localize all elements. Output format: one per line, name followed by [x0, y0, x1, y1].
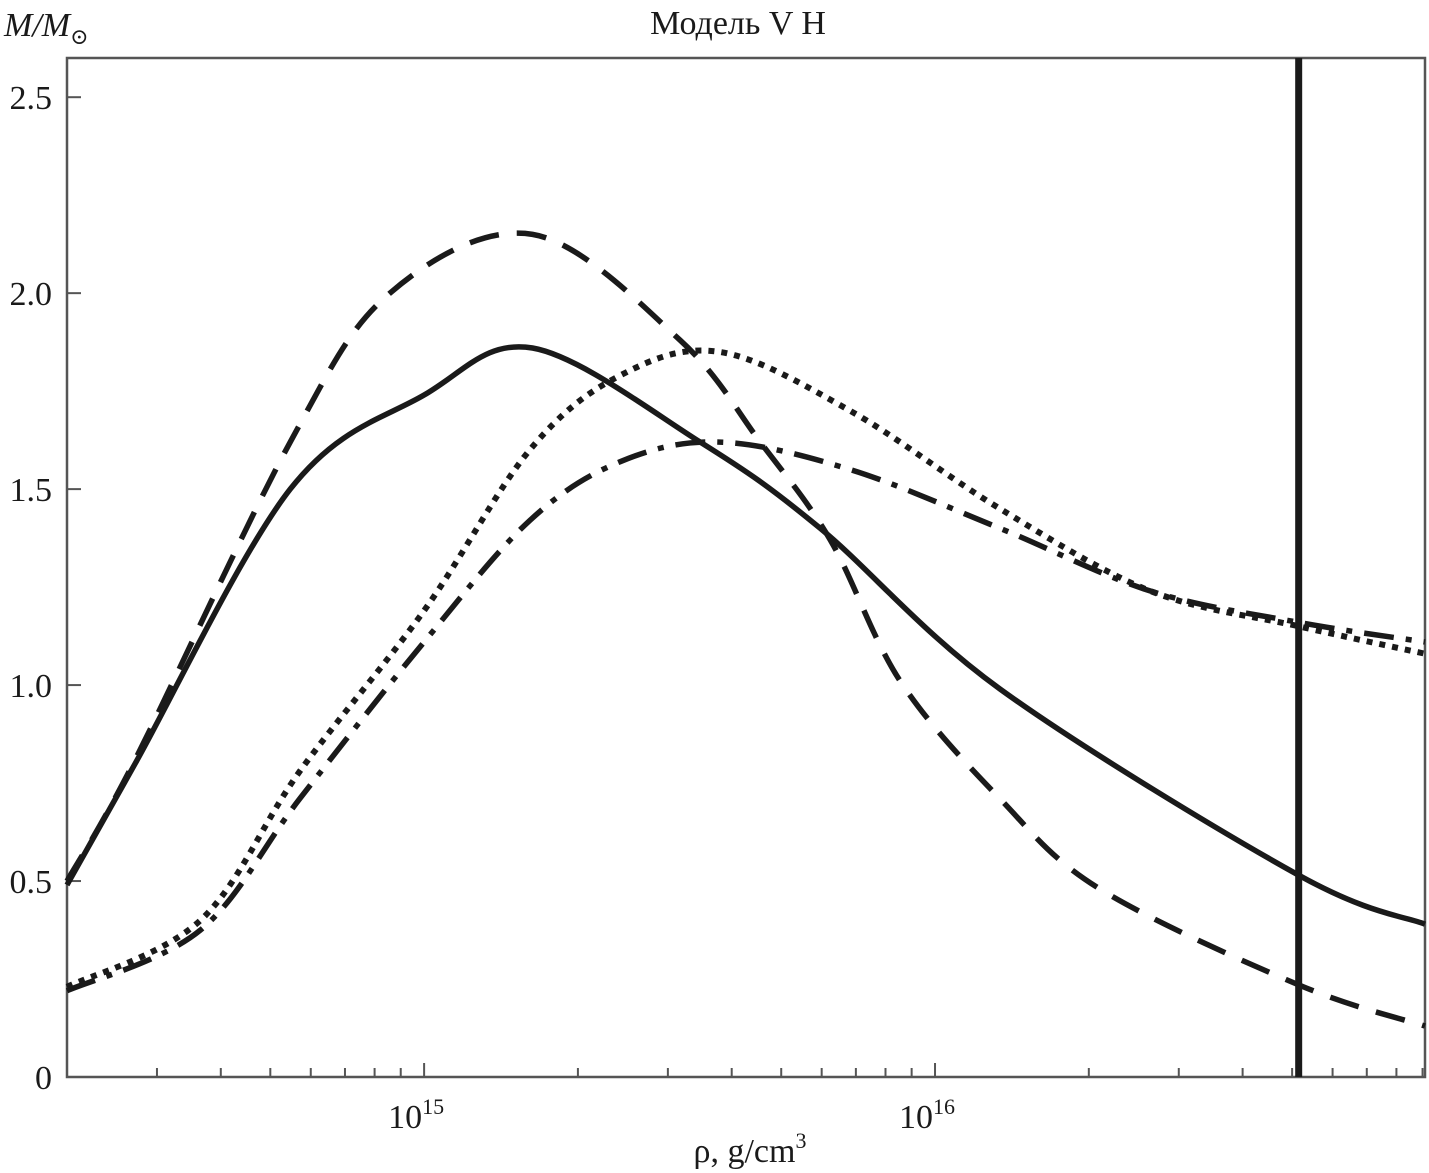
x-tick-label: 1016 [899, 1094, 955, 1136]
plot-frame [65, 56, 1427, 1079]
y-tick-label: 2.0 [10, 276, 53, 313]
chart-title: Модель V H [650, 5, 826, 42]
x-axis-label: ρ, g/cm3 [694, 1128, 807, 1170]
x-tick-label: 1015 [388, 1094, 444, 1136]
y-axis-label: M/M⊙ [3, 7, 89, 49]
y-tick-label: 1.0 [10, 668, 53, 705]
y-tick-label: 0.5 [10, 864, 53, 901]
series-dashed-line [64, 230, 1426, 1029]
series-dash-dot-line [65, 439, 1426, 994]
series-solid-line [64, 344, 1426, 927]
y-tick-label: 0 [35, 1060, 52, 1097]
y-tick-label: 1.5 [10, 472, 53, 509]
y-tick-label: 2.5 [10, 80, 53, 117]
